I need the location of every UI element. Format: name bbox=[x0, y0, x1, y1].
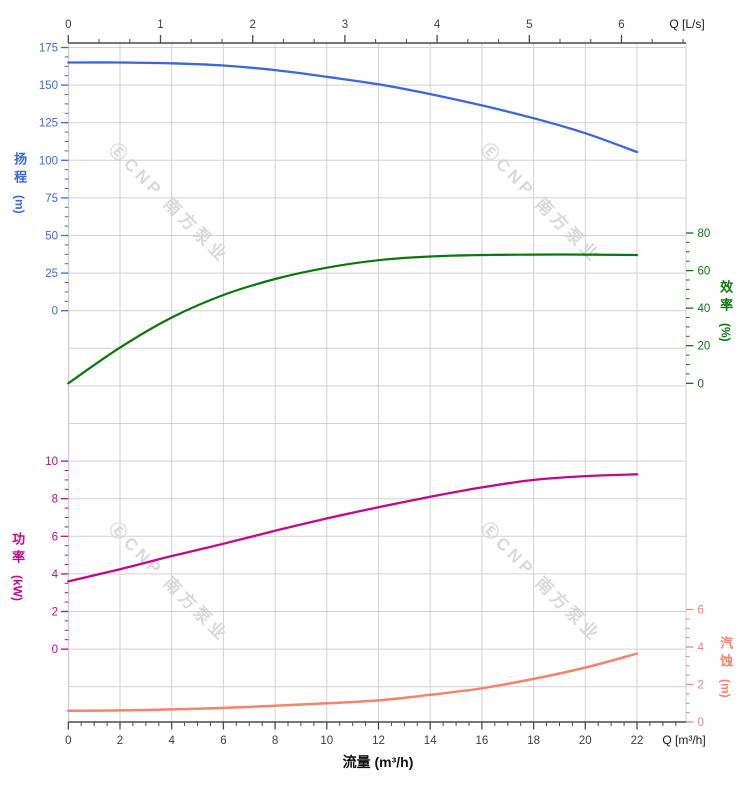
head-axis-title-text: 扬程 bbox=[12, 152, 28, 188]
tick-label: 60 bbox=[698, 266, 711, 278]
head-axis-title: 扬程 (m) bbox=[6, 152, 32, 214]
npsh-axis-unit: (m) bbox=[718, 679, 733, 698]
tick-label: 40 bbox=[698, 303, 711, 315]
curves bbox=[67, 61, 639, 713]
power-curve bbox=[67, 473, 639, 583]
tick-label: 4 bbox=[434, 19, 441, 31]
power-axis-title: 功率 (kW) bbox=[4, 532, 30, 601]
head-axis: 0 25 50 75 100 125 150 175 bbox=[39, 43, 69, 318]
top-axis: 0 1 2 3 4 5 6 Q [L/s] bbox=[65, 17, 705, 43]
bottom-axis: 0 2 4 6 8 10 12 14 16 18 20 22 Q [m³/h] bbox=[65, 722, 706, 747]
head-curve bbox=[67, 61, 639, 154]
tick-label: 20 bbox=[698, 341, 711, 353]
tick-label: 10 bbox=[45, 456, 58, 468]
tick-label: Q [m³/h] bbox=[662, 733, 705, 747]
tick-label: 0 bbox=[52, 306, 58, 318]
tick-label: 14 bbox=[424, 735, 437, 747]
gridlines bbox=[67, 43, 687, 722]
tick-label: 4 bbox=[52, 569, 59, 581]
tick-label: 6 bbox=[698, 605, 704, 617]
efficiency-axis-unit: (%) bbox=[718, 323, 733, 342]
tick-label: 8 bbox=[272, 735, 278, 747]
tick-label: 4 bbox=[168, 735, 175, 747]
tick-label: 25 bbox=[45, 268, 58, 280]
efficiency-axis-title-text: 效率 bbox=[718, 280, 734, 316]
tick-label: 12 bbox=[372, 735, 385, 747]
tick-label: 6 bbox=[618, 19, 624, 31]
tick-label: 2 bbox=[52, 607, 58, 619]
tick-label: 75 bbox=[45, 193, 58, 205]
tick-label: 0 bbox=[698, 378, 704, 390]
tick-label: 3 bbox=[342, 19, 348, 31]
flow-axis-title: 流量 (m³/h) bbox=[342, 754, 414, 770]
npsh-axis-title-text: 汽蚀 bbox=[718, 636, 734, 672]
tick-label: 150 bbox=[39, 80, 58, 92]
tick-label: 4 bbox=[698, 642, 705, 654]
plot-frame bbox=[68, 42, 686, 723]
tick-label: 80 bbox=[698, 228, 711, 240]
tick-label: Q [L/s] bbox=[669, 17, 704, 31]
power-axis: 0 2 4 6 8 10 bbox=[45, 456, 69, 656]
tick-label: 0 bbox=[65, 19, 71, 31]
tick-label: 8 bbox=[52, 494, 58, 506]
efficiency-axis: 0 20 40 60 80 bbox=[686, 228, 710, 390]
tick-label: 2 bbox=[249, 19, 255, 31]
power-axis-unit: (kW) bbox=[10, 575, 25, 601]
efficiency-axis-title: 效率 (%) bbox=[712, 280, 738, 342]
tick-label: 22 bbox=[631, 735, 644, 747]
tick-label: 125 bbox=[39, 118, 58, 130]
tick-label: 50 bbox=[45, 231, 58, 243]
head-axis-unit: (m) bbox=[12, 195, 27, 214]
tick-label: 2 bbox=[698, 680, 704, 692]
tick-label: 100 bbox=[39, 155, 58, 167]
tick-label: 0 bbox=[65, 735, 71, 747]
tick-label: 18 bbox=[527, 735, 540, 747]
tick-label: 5 bbox=[526, 19, 532, 31]
npsh-axis-title: 汽蚀 (m) bbox=[712, 636, 738, 698]
tick-label: 10 bbox=[320, 735, 333, 747]
npsh-curve bbox=[67, 652, 639, 713]
efficiency-curve bbox=[67, 253, 639, 385]
tick-label: 20 bbox=[579, 735, 592, 747]
tick-label: 175 bbox=[39, 43, 58, 55]
tick-label: 2 bbox=[117, 735, 123, 747]
tick-label: 0 bbox=[698, 717, 704, 729]
npsh-axis: 0 2 4 6 bbox=[686, 605, 705, 729]
tick-label: 16 bbox=[476, 735, 489, 747]
tick-label: 6 bbox=[220, 735, 226, 747]
tick-label: 6 bbox=[52, 531, 58, 543]
tick-label: 1 bbox=[157, 19, 163, 31]
power-axis-title-text: 功率 bbox=[10, 532, 26, 568]
tick-label: 0 bbox=[52, 644, 58, 656]
